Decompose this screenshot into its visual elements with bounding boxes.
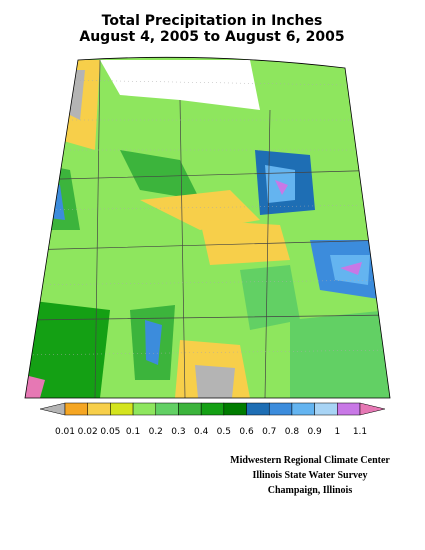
legend-label: 1 (334, 427, 340, 437)
legend-swatch (178, 402, 202, 416)
legend-swatch (87, 402, 111, 416)
legend-label: 0.05 (100, 427, 120, 437)
legend-label: 0.8 (285, 427, 300, 437)
legend-swatch (132, 402, 157, 416)
legend-label: 0.7 (262, 427, 276, 437)
legend-swatch (359, 402, 386, 416)
map-frame (24, 56, 391, 399)
legend-swatch (246, 402, 270, 416)
legend-swatch (223, 402, 247, 416)
subtitle: August 4, 2005 to August 6, 2005 (79, 29, 344, 45)
legend-swatch (155, 402, 179, 416)
legend-label: 0.1 (126, 427, 140, 437)
legend-label: 1.1 (353, 427, 367, 437)
legend-label: 0.4 (194, 427, 209, 437)
credit: Illinois State Water Survey (253, 470, 368, 481)
legend-swatch (64, 402, 88, 416)
legend-swatch (39, 402, 66, 416)
title: Total Precipitation in Inches (102, 13, 323, 29)
map (25, 57, 390, 398)
legend-label: 0.5 (217, 427, 231, 437)
legend: 0.01 0.02 0.05 0.1 0.2 0.3 0.4 0.5 0.6 0.7 0.8 0.9 1… (39, 402, 386, 437)
legend-label: 0.2 (149, 427, 163, 437)
legend-swatch (200, 402, 225, 416)
legend-label: 0.01 (55, 427, 75, 437)
credit: Midwestern Regional Climate Center (230, 455, 390, 466)
legend-label: 0.9 (307, 427, 322, 437)
legend-swatch (110, 402, 134, 416)
legend-swatch (314, 402, 338, 416)
legend-label: 0.02 (78, 427, 98, 437)
legend-swatch (268, 402, 293, 416)
credit: Champaign, Illinois (268, 485, 353, 496)
legend-label: 0.3 (171, 427, 185, 437)
legend-swatch (291, 402, 315, 416)
legend-swatch (337, 402, 361, 416)
legend-label: 0.6 (239, 427, 254, 437)
